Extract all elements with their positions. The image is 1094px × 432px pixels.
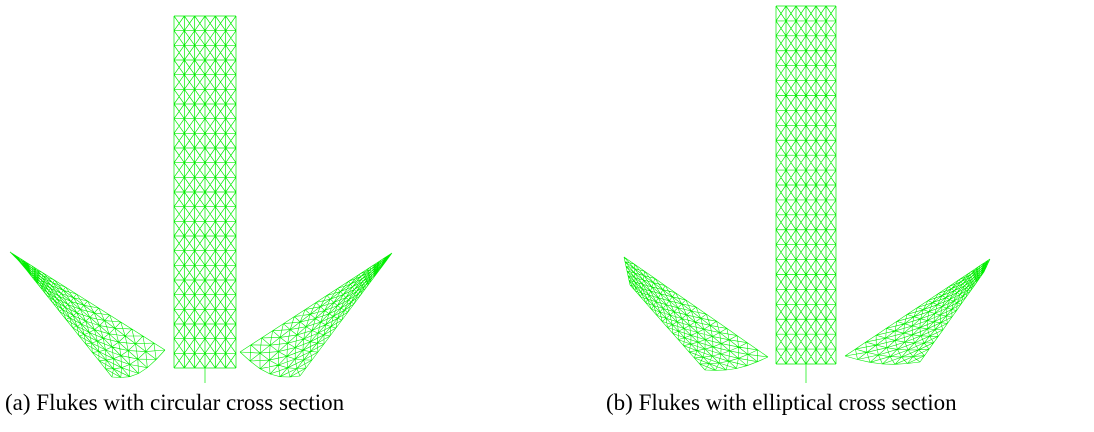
caption: (b) Flukes with elliptical cross section bbox=[606, 390, 957, 416]
fluke-mesh bbox=[10, 252, 165, 378]
wireframe-figure bbox=[0, 0, 1094, 390]
fluke-mesh bbox=[624, 257, 768, 370]
caption: (a) Flukes with circular cross section bbox=[5, 390, 344, 416]
column-mesh bbox=[174, 16, 236, 383]
figure-page: (a) Flukes with circular cross section (… bbox=[0, 0, 1094, 432]
column-mesh bbox=[776, 6, 836, 383]
fluke-mesh bbox=[240, 253, 392, 377]
fluke-mesh bbox=[845, 259, 990, 364]
